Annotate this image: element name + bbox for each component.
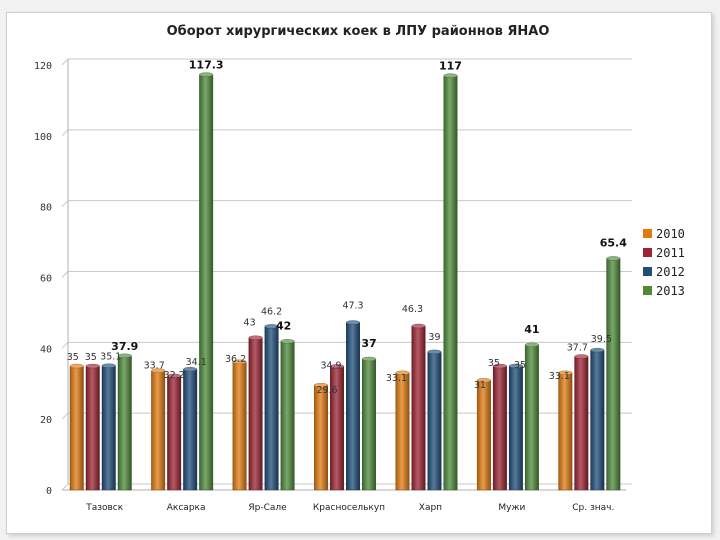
data-label: 35 xyxy=(67,352,79,363)
grid-line-depth xyxy=(61,129,69,137)
y-tick-label: 120 xyxy=(34,61,52,72)
bar-2010-2 xyxy=(151,368,166,491)
data-label: 37.7 xyxy=(567,342,588,353)
x-tick-label: Аксарка xyxy=(167,503,206,513)
y-tick-label: 20 xyxy=(40,415,52,426)
x-tick-label: Тазовск xyxy=(85,503,124,513)
bar-2011-2 xyxy=(167,373,182,491)
bar-2010-7 xyxy=(558,370,573,491)
data-label: 65.4 xyxy=(600,236,627,249)
bar-2012-2 xyxy=(183,367,198,491)
bar-2012-6 xyxy=(508,363,523,491)
legend-swatch xyxy=(643,286,652,295)
bar-2011-4 xyxy=(330,364,344,491)
data-label: 29.6 xyxy=(316,385,337,396)
bar-2013-4 xyxy=(362,356,376,491)
bar-2010-4 xyxy=(314,383,328,491)
x-tick-label: Мужи xyxy=(498,503,525,513)
bar-2013-7 xyxy=(606,256,621,491)
data-label: 31 xyxy=(474,380,486,391)
data-label: 35 xyxy=(488,358,500,369)
bar-2013-6 xyxy=(524,342,539,491)
legend-label: 2010 xyxy=(656,227,685,241)
legend-label: 2012 xyxy=(656,265,685,279)
data-label: 34.9 xyxy=(320,360,341,371)
legend: 2010 2011 2012 2013 xyxy=(643,227,685,298)
grid-line-depth xyxy=(61,58,69,66)
bar-2013-2 xyxy=(199,72,214,491)
data-label: 35 xyxy=(514,360,526,371)
grid-line-depth xyxy=(61,200,69,208)
data-label: 39.5 xyxy=(591,334,612,345)
legend-label: 2011 xyxy=(656,246,685,260)
chart-title: Оборот хирургических коек в ЛПУ районнов… xyxy=(167,24,550,39)
data-label: 46.3 xyxy=(402,304,423,315)
data-label: 35.1 xyxy=(100,352,121,363)
bars xyxy=(69,72,621,491)
y-tick-label: 100 xyxy=(34,132,52,143)
data-label: 39 xyxy=(428,332,440,343)
bar-2012-3 xyxy=(264,324,279,491)
data-label: 37.9 xyxy=(111,340,138,353)
y-tick-label: 60 xyxy=(40,274,52,285)
data-label: 36.2 xyxy=(225,354,246,365)
grid-line-depth xyxy=(61,341,69,349)
bar-2012-5 xyxy=(427,349,442,491)
legend-item-2012: 2012 xyxy=(643,265,685,279)
legend-swatch xyxy=(643,229,652,238)
bar-2012-1 xyxy=(101,363,116,491)
data-label: 37 xyxy=(361,337,376,350)
data-label: 33.7 xyxy=(144,361,165,372)
legend-swatch xyxy=(643,267,652,276)
data-label: 33.1 xyxy=(549,371,570,382)
x-tick-label: Харп xyxy=(419,503,442,513)
bar-2011-3 xyxy=(248,335,263,491)
bar-2013-3 xyxy=(280,339,295,491)
bar-2010-6 xyxy=(476,378,491,491)
y-tick-label: 0 xyxy=(46,486,52,497)
bar-2011-1 xyxy=(85,363,100,491)
legend-swatch xyxy=(643,248,652,257)
legend-item-2011: 2011 xyxy=(643,246,685,260)
bar-2010-3 xyxy=(232,359,247,491)
bar-2010-1 xyxy=(69,363,84,491)
grid-line-depth xyxy=(61,483,69,491)
bar-2011-5 xyxy=(411,323,426,491)
bar-2010-5 xyxy=(395,370,410,491)
legend-label: 2013 xyxy=(656,284,685,298)
data-label: 46.2 xyxy=(261,306,282,317)
bar-2013-5 xyxy=(443,73,458,491)
y-tick-label: 40 xyxy=(40,344,52,355)
bar-2012-4 xyxy=(346,320,360,491)
data-label: 47.3 xyxy=(342,300,363,311)
data-label: 43 xyxy=(244,318,256,329)
x-axis: Тазовск Аксарка Яр-Сале Красноселькуп Харп Му… xyxy=(85,503,614,513)
data-label: 117 xyxy=(439,60,462,73)
x-tick-label: Яр-Сале xyxy=(248,503,287,513)
x-tick-label: Ср. знач. xyxy=(572,503,614,513)
bar-2012-7 xyxy=(590,347,605,491)
data-label: 32.2 xyxy=(164,370,185,381)
data-label: 35 xyxy=(85,352,97,363)
bar-2011-7 xyxy=(574,354,589,491)
legend-item-2010: 2010 xyxy=(643,227,685,241)
data-label: 42 xyxy=(276,319,291,332)
data-label: 33.1 xyxy=(386,373,407,384)
legend-item-2013: 2013 xyxy=(643,284,685,298)
data-label: 34.1 xyxy=(186,357,207,368)
data-labels: 35 35 35.137.933.732.234.1117.336.24346.24… xyxy=(67,59,628,397)
data-label: 41 xyxy=(524,323,539,336)
bar-2013-1 xyxy=(117,353,132,491)
y-tick-label: 80 xyxy=(40,203,52,214)
bar-2011-6 xyxy=(492,363,507,491)
x-tick-label: Красноселькуп xyxy=(313,503,385,513)
grid-line-depth xyxy=(61,412,69,420)
grid-line-depth xyxy=(61,271,69,278)
data-label: 117.3 xyxy=(189,59,224,72)
